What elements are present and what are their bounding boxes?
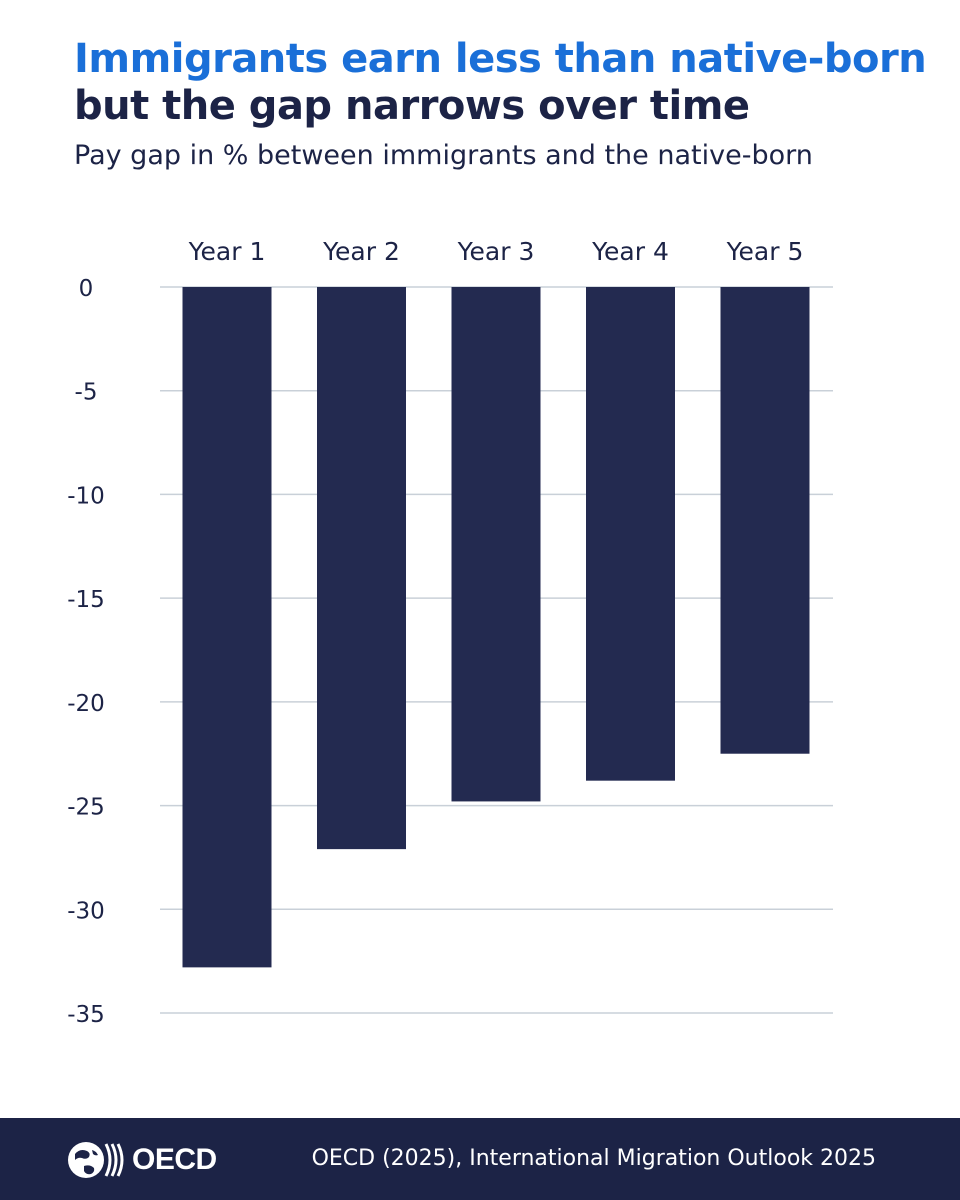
- bar-year-3: [451, 287, 541, 802]
- x-category-label: Year 2: [322, 237, 400, 266]
- footer-bar: OECD OECD (2025), International Migratio…: [0, 1118, 960, 1200]
- x-category-label: Year 3: [457, 237, 535, 266]
- bar-year-5: [720, 287, 810, 754]
- oecd-logo-text: OECD: [132, 1143, 217, 1176]
- y-tick-label: 0: [79, 276, 94, 302]
- bar-year-4: [586, 287, 675, 781]
- chart-title-line-1: Immigrants earn less than native-born: [74, 36, 927, 82]
- y-tick-label: -25: [67, 795, 105, 821]
- bar-year-1: [182, 287, 272, 968]
- y-tick-label: -10: [67, 483, 105, 509]
- oecd-globe-icon: [68, 1142, 124, 1178]
- y-tick-label: -30: [67, 898, 105, 924]
- chart-subtitle: Pay gap in % between immigrants and the …: [74, 140, 813, 171]
- chart-title-line-2: but the gap narrows over time: [74, 83, 750, 129]
- y-tick-label: -5: [75, 380, 98, 406]
- oecd-logo: OECD: [66, 1138, 217, 1182]
- y-tick-label: -35: [67, 1002, 105, 1028]
- source-note: OECD (2025), International Migration Out…: [311, 1146, 876, 1171]
- bar-chart: 0 -5 -10 -15 -20 -25 -30 -35 Year 1 Year 2 Year 3 Y…: [67, 237, 833, 1028]
- x-category-label: Year 5: [726, 237, 804, 266]
- bar-year-2: [317, 287, 406, 850]
- x-category-label: Year 1: [188, 237, 266, 266]
- x-category-label: Year 4: [591, 237, 669, 266]
- y-tick-label: -20: [67, 691, 105, 717]
- y-tick-label: -15: [67, 587, 105, 613]
